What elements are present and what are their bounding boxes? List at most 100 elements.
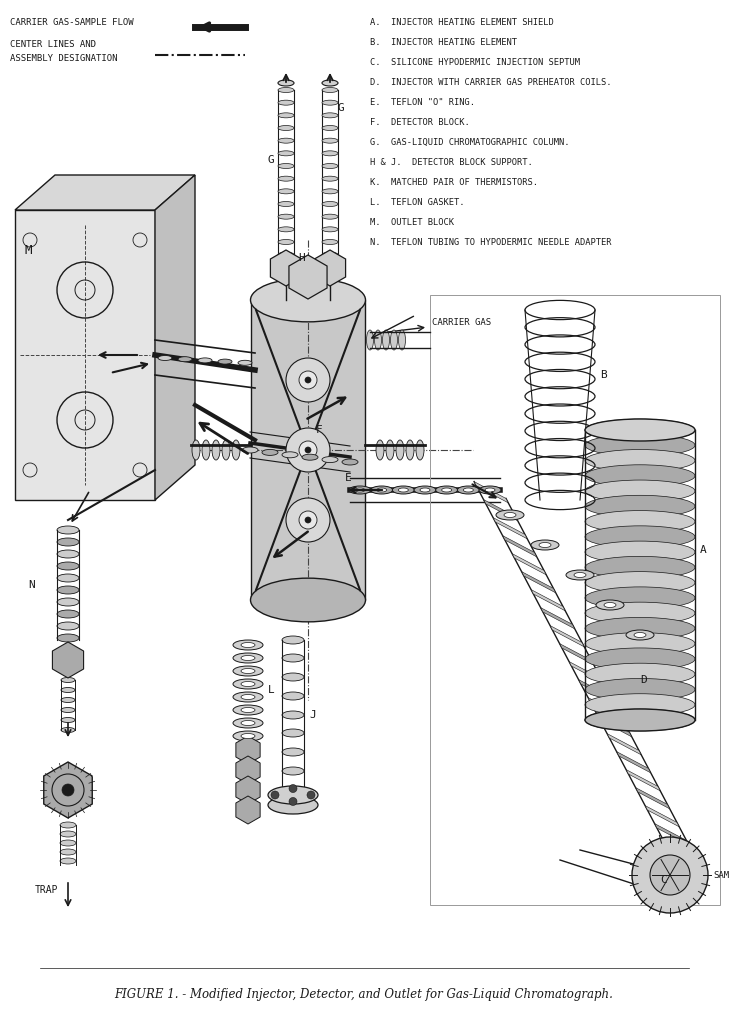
Text: CARRIER GAS-SAMPLE FLOW: CARRIER GAS-SAMPLE FLOW — [10, 18, 133, 27]
Polygon shape — [550, 625, 584, 647]
Ellipse shape — [322, 188, 338, 194]
Ellipse shape — [436, 486, 458, 494]
Text: G: G — [338, 103, 345, 113]
Polygon shape — [626, 769, 660, 791]
Text: CENTER LINES AND: CENTER LINES AND — [10, 40, 96, 49]
Ellipse shape — [585, 449, 695, 472]
Ellipse shape — [278, 202, 294, 206]
Ellipse shape — [241, 708, 255, 713]
Ellipse shape — [282, 767, 304, 775]
Ellipse shape — [322, 113, 338, 117]
Ellipse shape — [61, 708, 75, 713]
Ellipse shape — [342, 459, 358, 465]
Ellipse shape — [178, 356, 192, 362]
Circle shape — [307, 791, 315, 799]
Ellipse shape — [60, 858, 76, 864]
Polygon shape — [655, 824, 689, 845]
Polygon shape — [493, 518, 527, 539]
Ellipse shape — [585, 419, 695, 441]
Ellipse shape — [268, 786, 318, 804]
Ellipse shape — [386, 440, 394, 460]
Ellipse shape — [322, 214, 338, 219]
Ellipse shape — [585, 679, 695, 700]
Polygon shape — [236, 776, 260, 804]
Circle shape — [289, 785, 297, 792]
Circle shape — [305, 517, 311, 523]
Ellipse shape — [485, 488, 495, 492]
Ellipse shape — [396, 440, 404, 460]
Text: N.  TEFLON TUBING TO HYPODERMIC NEEDLE ADAPTER: N. TEFLON TUBING TO HYPODERMIC NEEDLE AD… — [370, 238, 612, 247]
Circle shape — [299, 441, 317, 459]
Ellipse shape — [322, 456, 338, 462]
Ellipse shape — [399, 330, 405, 350]
Ellipse shape — [278, 227, 294, 232]
Circle shape — [289, 797, 297, 805]
Text: ASSEMBLY DESIGNATION: ASSEMBLY DESIGNATION — [10, 54, 117, 63]
Circle shape — [305, 447, 311, 453]
Polygon shape — [521, 572, 555, 593]
Ellipse shape — [282, 452, 298, 457]
Text: E.  TEFLON "O" RING.: E. TEFLON "O" RING. — [370, 98, 475, 107]
Ellipse shape — [322, 138, 338, 143]
Polygon shape — [236, 736, 260, 764]
Ellipse shape — [496, 510, 524, 520]
Ellipse shape — [370, 486, 393, 494]
Ellipse shape — [278, 150, 294, 156]
Ellipse shape — [377, 488, 386, 492]
Ellipse shape — [322, 265, 338, 270]
Ellipse shape — [367, 330, 373, 350]
Ellipse shape — [634, 632, 646, 638]
Text: M.  OUTLET BLOCK: M. OUTLET BLOCK — [370, 218, 454, 227]
Ellipse shape — [278, 277, 294, 282]
Ellipse shape — [268, 796, 318, 814]
Polygon shape — [607, 733, 642, 755]
Ellipse shape — [585, 465, 695, 487]
Ellipse shape — [278, 138, 294, 143]
Ellipse shape — [322, 126, 338, 131]
Ellipse shape — [232, 440, 240, 460]
Circle shape — [286, 428, 330, 472]
Ellipse shape — [60, 849, 76, 855]
Ellipse shape — [233, 731, 263, 741]
Ellipse shape — [604, 603, 616, 608]
Polygon shape — [541, 608, 574, 629]
Text: F: F — [316, 425, 323, 435]
Circle shape — [271, 791, 279, 799]
Ellipse shape — [218, 359, 232, 364]
Ellipse shape — [464, 488, 473, 492]
Ellipse shape — [322, 164, 338, 169]
Ellipse shape — [383, 330, 389, 350]
Ellipse shape — [539, 543, 551, 548]
Ellipse shape — [282, 673, 304, 681]
Ellipse shape — [531, 540, 559, 550]
Ellipse shape — [585, 648, 695, 670]
Ellipse shape — [585, 572, 695, 593]
Ellipse shape — [282, 636, 304, 644]
Ellipse shape — [414, 486, 436, 494]
Ellipse shape — [233, 640, 263, 650]
Ellipse shape — [241, 721, 255, 725]
Ellipse shape — [278, 88, 294, 93]
Ellipse shape — [398, 488, 408, 492]
Text: M: M — [25, 243, 33, 256]
Ellipse shape — [61, 727, 75, 732]
Polygon shape — [270, 250, 302, 286]
Ellipse shape — [282, 692, 304, 700]
Ellipse shape — [241, 668, 255, 674]
Ellipse shape — [355, 488, 365, 492]
Polygon shape — [636, 788, 670, 809]
Ellipse shape — [57, 574, 79, 582]
Ellipse shape — [282, 654, 304, 662]
Ellipse shape — [585, 709, 695, 731]
Ellipse shape — [222, 440, 230, 460]
Text: K.  MATCHED PAIR OF THERMISTORS.: K. MATCHED PAIR OF THERMISTORS. — [370, 178, 538, 187]
Ellipse shape — [566, 570, 594, 580]
Ellipse shape — [61, 687, 75, 692]
Polygon shape — [531, 589, 565, 611]
Ellipse shape — [233, 692, 263, 702]
Polygon shape — [289, 255, 327, 299]
Circle shape — [299, 371, 317, 389]
Ellipse shape — [585, 435, 695, 456]
Ellipse shape — [57, 526, 79, 534]
Ellipse shape — [61, 718, 75, 722]
